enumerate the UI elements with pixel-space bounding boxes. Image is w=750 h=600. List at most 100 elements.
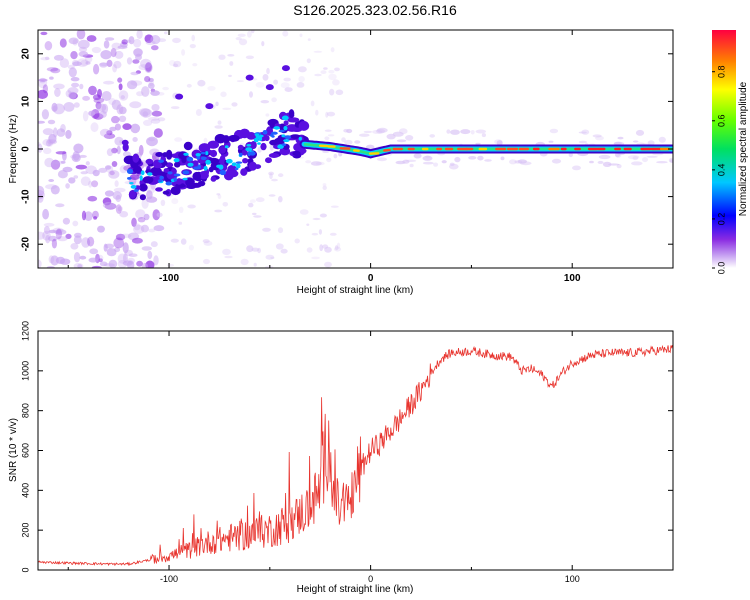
noise-blob (38, 78, 48, 82)
spectrogram-marks (38, 30, 673, 268)
noise-blob (111, 115, 120, 124)
signal-blob (281, 65, 290, 72)
noise-blob (326, 111, 336, 117)
signal-blob (210, 176, 217, 182)
noise-blob (327, 134, 335, 137)
signal-blob (186, 184, 196, 189)
signal-blob (186, 156, 194, 162)
noise-blob (151, 110, 163, 117)
noise-blob (392, 131, 404, 137)
noise-blob (90, 122, 99, 133)
noise-blob (265, 113, 270, 117)
signal-blob (283, 120, 289, 126)
signal-blob (249, 151, 256, 156)
colorbar-tick-label: 0.0 (716, 262, 726, 275)
noise-blob (217, 194, 222, 200)
snr-xtick-label: 100 (565, 574, 580, 584)
noise-blob (39, 80, 46, 84)
noise-blob (375, 129, 386, 134)
noise-blob (616, 164, 622, 169)
noise-blob (118, 115, 127, 123)
signal-blob (254, 133, 260, 136)
snr-ytick-label: 1000 (20, 361, 30, 381)
noise-blob (131, 237, 143, 244)
noise-blob (92, 169, 100, 177)
noise-blob (88, 180, 93, 188)
noise-blob (72, 39, 78, 46)
noise-blob (129, 174, 140, 181)
noise-blob (47, 139, 58, 145)
signal-blob (288, 109, 295, 119)
colorbar-ticks: 0.0 0.2 0.4 0.6 0.8 (712, 65, 726, 275)
noise-blob (170, 106, 180, 110)
noise-blob (136, 260, 144, 267)
noise-blob (50, 255, 59, 266)
noise-blob (60, 160, 66, 164)
noise-blob (441, 160, 447, 164)
signal-blob (132, 165, 142, 174)
signal-blob (162, 190, 170, 195)
noise-blob (306, 247, 313, 253)
noise-blob (42, 230, 51, 241)
noise-blob (102, 202, 115, 209)
noise-blob (517, 159, 527, 164)
noise-blob (235, 37, 242, 41)
noise-blob (106, 165, 114, 173)
noise-blob (78, 154, 87, 158)
noise-blob (581, 129, 590, 135)
noise-blob (130, 80, 143, 86)
noise-blob (128, 36, 135, 45)
noise-blob (642, 157, 648, 163)
noise-blob (126, 80, 138, 90)
noise-blob (253, 262, 257, 267)
noise-blob (359, 133, 370, 137)
figure-title: S126.2025.323.02.56.R16 (293, 2, 457, 18)
noise-blob (141, 86, 150, 97)
noise-blob (126, 57, 133, 65)
noise-blob (88, 85, 97, 96)
signal-blob (139, 183, 148, 192)
noise-blob (133, 224, 145, 234)
noise-blob (222, 248, 231, 256)
signal-blob (248, 161, 257, 171)
noise-blob (319, 244, 324, 252)
signal-blob (200, 151, 206, 155)
noise-blob (122, 123, 132, 130)
noise-blob (42, 208, 49, 220)
signal-blob (219, 146, 227, 154)
noise-blob (314, 73, 322, 77)
spectrogram-ytick-label: 20 (21, 48, 32, 60)
noise-blob (116, 104, 124, 115)
colorbar-tick-label: 0.4 (716, 164, 726, 177)
noise-blob (81, 210, 87, 221)
signal-blob (260, 142, 267, 151)
noise-blob (136, 91, 144, 97)
noise-blob (203, 258, 210, 265)
noise-blob (104, 190, 114, 197)
colorbar-tick-label: 0.6 (716, 115, 726, 128)
spectrogram-ytick-label: -10 (21, 189, 32, 204)
signal-blob (208, 166, 214, 173)
noise-blob (101, 91, 112, 101)
noise-blob (127, 260, 135, 268)
noise-blob (248, 202, 254, 208)
noise-blob (172, 37, 181, 44)
noise-blob (45, 56, 50, 60)
noise-blob (344, 139, 353, 145)
noise-blob (130, 71, 139, 76)
noise-blob (38, 77, 48, 89)
noise-blob (144, 76, 151, 83)
signal-blob (287, 117, 300, 123)
signal-blob (196, 155, 201, 160)
noise-blob (157, 38, 167, 43)
noise-blob (376, 157, 388, 162)
noise-blob (298, 66, 307, 73)
noise-blob (282, 30, 289, 37)
noise-blob (311, 256, 320, 260)
signal-blob (157, 179, 163, 183)
noise-blob (269, 144, 275, 151)
signal-blob (147, 172, 153, 176)
signal-blob (173, 177, 177, 182)
signal-blob (182, 177, 188, 181)
